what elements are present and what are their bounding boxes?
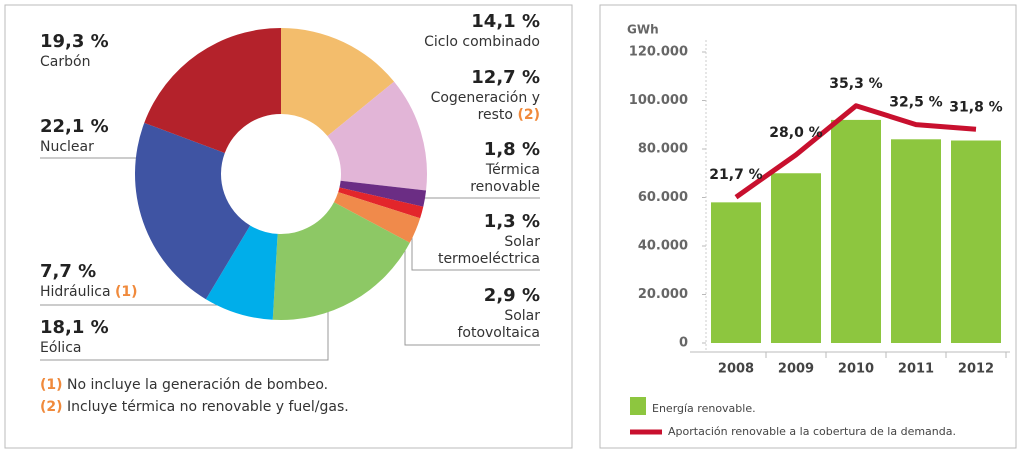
x-tick-label: 2008 [718, 362, 754, 377]
left-panel [4, 4, 573, 449]
y-tick-label: 100.000 [629, 93, 688, 108]
donut-slice [338, 187, 424, 219]
y-tick-label: 80.000 [638, 142, 688, 157]
slice-label: 19,3 % Carbón [40, 30, 210, 71]
slice-label: 2,9 % Solar fotovoltaica [430, 284, 540, 342]
y-tick-label: 0 [679, 336, 688, 351]
data-label: 32,5 % [889, 95, 942, 111]
slice-label: 7,7 % Hidráulica (1) [40, 260, 210, 301]
x-tick-label: 2011 [898, 362, 934, 377]
slice-value: 1,3 % [483, 211, 540, 232]
bar [891, 139, 941, 343]
slice-label: 1,3 % Solar termoeléctrica [430, 210, 540, 268]
data-label: 31,8 % [949, 99, 1002, 115]
donut-slice [135, 122, 251, 300]
slice-label: 18,1 % Eólica [40, 316, 210, 357]
footnote-text: No incluye la generación de bombeo. [67, 377, 329, 393]
x-tick-label: 2012 [958, 362, 994, 377]
footnote: (2) Incluye térmica no renovable y fuel/… [40, 399, 349, 415]
slice-value: 7,7 % [40, 261, 97, 282]
data-label: 28,0 % [769, 125, 822, 141]
x-tick-label: 2009 [778, 362, 814, 377]
slice-value: 22,1 % [40, 116, 109, 137]
y-tick-label: 60.000 [638, 190, 688, 205]
data-label: 21,7 % [709, 167, 762, 183]
slice-note: (2) [517, 107, 540, 123]
footnote-text: Incluye térmica no renovable y fuel/gas. [67, 399, 349, 415]
legend-label: Energía renovable. [652, 402, 756, 415]
y-tick-label: 20.000 [638, 287, 688, 302]
slice-value: 14,1 % [471, 11, 540, 32]
slice-label: 1,8 % Térmica renovable [430, 138, 540, 196]
slice-note: (1) [115, 284, 138, 300]
footnote-marker: (1) [40, 377, 63, 393]
slice-label: 12,7 % Cogeneración y resto (2) [425, 66, 540, 124]
slice-name: Cogeneración y resto [430, 90, 540, 123]
bar [951, 140, 1001, 343]
footnote: (1) No incluye la generación de bombeo. [40, 377, 328, 393]
donut-slice [144, 28, 281, 153]
slice-value: 12,7 % [471, 67, 540, 88]
slice-value: 2,9 % [483, 285, 540, 306]
slice-name: Nuclear [40, 139, 94, 155]
legend-swatch [630, 397, 646, 415]
slice-value: 19,3 % [40, 31, 109, 52]
donut-slice [333, 192, 421, 243]
legend-label: Aportación renovable a la cobertura de l… [668, 425, 956, 438]
bar [831, 119, 881, 344]
slice-value: 1,8 % [483, 139, 540, 160]
slice-name: Térmica renovable [470, 162, 540, 195]
y-tick-label: 120.000 [629, 45, 688, 60]
slice-name: Solar termoeléctrica [437, 234, 540, 267]
slice-name: Solar fotovoltaica [457, 308, 540, 341]
donut-slice [339, 180, 427, 207]
slice-name: Ciclo combinado [424, 34, 540, 50]
slice-label: 14,1 % Ciclo combinado [370, 10, 540, 51]
donut-slice [205, 225, 278, 320]
axis-title: GWh [627, 23, 659, 37]
slice-name: Hidráulica [40, 284, 111, 300]
slice-name: Eólica [40, 340, 82, 356]
donut-slice [272, 202, 410, 320]
line [734, 103, 977, 200]
bar [711, 202, 761, 343]
leader-lines [40, 157, 540, 361]
slice-value: 18,1 % [40, 317, 109, 338]
y-tick-label: 40.000 [638, 239, 688, 254]
slice-label: 22,1 % Nuclear [40, 115, 210, 156]
donut-slice [281, 28, 395, 137]
footnote-marker: (2) [40, 399, 63, 415]
bar [771, 173, 821, 343]
donut-slice [327, 81, 428, 191]
right-panel [599, 4, 1017, 449]
slice-name: Carbón [40, 54, 91, 70]
data-label: 35,3 % [829, 76, 882, 92]
x-tick-label: 2010 [838, 362, 874, 377]
